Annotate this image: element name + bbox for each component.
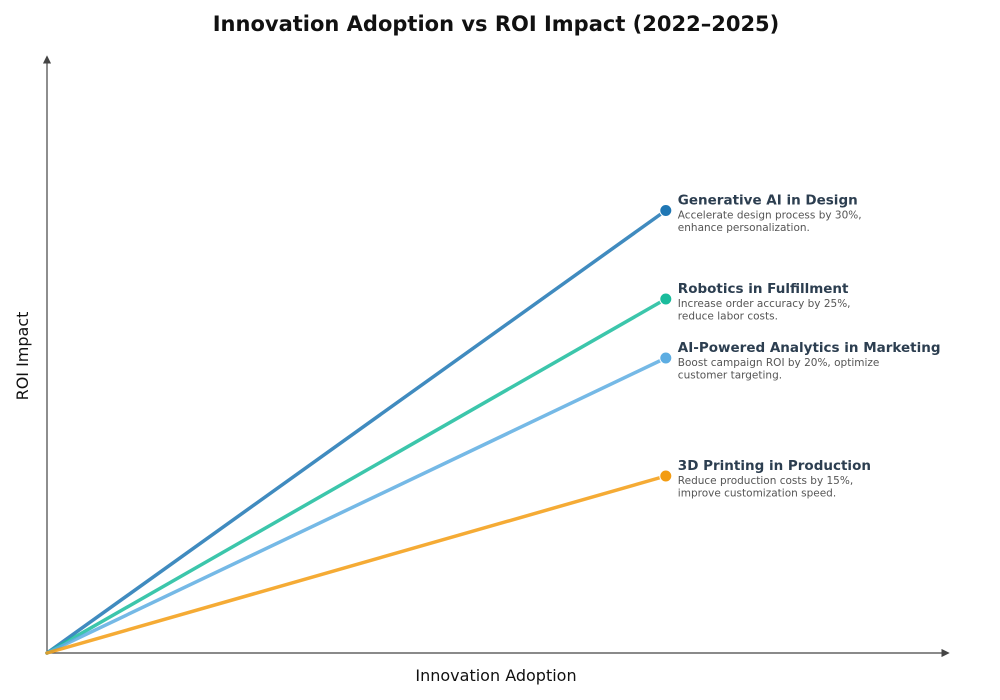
series-line-3d-printing-in-production bbox=[45, 474, 668, 655]
x-axis-label: Innovation Adoption bbox=[415, 666, 576, 685]
series-description-3d-printing-in-production: improve customization speed. bbox=[678, 488, 836, 500]
series-label-generative-ai-in-design: Generative AI in Design bbox=[678, 193, 858, 209]
series-endpoint-3d-printing-in-production bbox=[659, 469, 673, 483]
series-endpoint-generative-ai-in-design bbox=[659, 204, 673, 217]
series-description-robotics-in-fulfillment: Increase order accuracy by 25%, bbox=[678, 298, 851, 310]
series-description-ai-powered-analytics-in-marketing: customer targeting. bbox=[678, 370, 782, 382]
series-endpoint-robotics-in-fulfillment bbox=[659, 292, 673, 306]
series-label-robotics-in-fulfillment: Robotics in Fulfillment bbox=[678, 281, 849, 297]
series-description-generative-ai-in-design: enhance personalization. bbox=[678, 222, 810, 234]
series-description-ai-powered-analytics-in-marketing: Boost campaign ROI by 20%, optimize bbox=[678, 357, 880, 369]
chart-title: Innovation Adoption vs ROI Impact (2022–… bbox=[213, 12, 780, 36]
series-line-robotics-in-fulfillment bbox=[45, 297, 668, 655]
series-line-generative-ai-in-design bbox=[45, 208, 668, 655]
series-label-ai-powered-analytics-in-marketing: AI-Powered Analytics in Marketing bbox=[678, 340, 941, 356]
series-description-3d-printing-in-production: Reduce production costs by 15%, bbox=[678, 475, 853, 487]
y-axis-label: ROI Impact bbox=[13, 312, 32, 401]
series-endpoint-ai-powered-analytics-in-marketing bbox=[659, 351, 673, 365]
series-description-generative-ai-in-design: Accelerate design process by 30%, bbox=[678, 210, 862, 222]
series-label-3d-printing-in-production: 3D Printing in Production bbox=[678, 458, 871, 474]
series-description-robotics-in-fulfillment: reduce labor costs. bbox=[678, 311, 778, 323]
series-line-ai-powered-analytics-in-marketing bbox=[45, 356, 668, 655]
